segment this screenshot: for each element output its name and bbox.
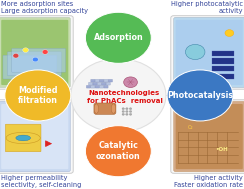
FancyBboxPatch shape [108, 79, 112, 82]
Text: •OH: •OH [215, 147, 227, 152]
FancyBboxPatch shape [0, 16, 73, 89]
Circle shape [85, 12, 151, 63]
Text: Adsorption: Adsorption [93, 33, 143, 42]
Circle shape [126, 108, 128, 110]
FancyBboxPatch shape [91, 79, 95, 82]
Text: Modified
filtration: Modified filtration [18, 86, 58, 105]
FancyBboxPatch shape [174, 17, 244, 88]
Circle shape [32, 57, 38, 62]
Circle shape [13, 53, 19, 58]
FancyBboxPatch shape [0, 17, 70, 88]
Text: Higher photocatalytic
activity: Higher photocatalytic activity [171, 1, 243, 14]
Text: O₂: O₂ [188, 125, 193, 129]
Ellipse shape [94, 104, 99, 113]
Ellipse shape [6, 132, 40, 144]
FancyBboxPatch shape [89, 82, 93, 85]
FancyBboxPatch shape [1, 104, 68, 169]
FancyBboxPatch shape [94, 103, 116, 114]
Circle shape [225, 30, 234, 36]
FancyBboxPatch shape [100, 79, 104, 82]
Circle shape [5, 70, 71, 121]
FancyBboxPatch shape [3, 55, 57, 79]
FancyBboxPatch shape [212, 66, 234, 71]
FancyBboxPatch shape [171, 16, 244, 89]
FancyBboxPatch shape [91, 85, 95, 88]
FancyBboxPatch shape [97, 82, 102, 85]
FancyBboxPatch shape [104, 85, 108, 88]
Text: Nanotechnologies
for PhACs  removal: Nanotechnologies for PhACs removal [87, 91, 162, 104]
Circle shape [126, 111, 128, 112]
FancyBboxPatch shape [102, 82, 106, 85]
Circle shape [42, 50, 48, 54]
FancyBboxPatch shape [212, 51, 234, 56]
FancyBboxPatch shape [5, 124, 41, 152]
FancyBboxPatch shape [176, 20, 243, 85]
FancyBboxPatch shape [1, 20, 68, 85]
Text: Higher activity
Faster oxidation rate: Higher activity Faster oxidation rate [174, 175, 243, 188]
Circle shape [122, 111, 124, 112]
FancyBboxPatch shape [171, 100, 244, 173]
FancyBboxPatch shape [106, 82, 110, 85]
FancyBboxPatch shape [86, 85, 91, 88]
Circle shape [167, 70, 233, 121]
Text: Photocatalysis: Photocatalysis [167, 91, 233, 100]
FancyBboxPatch shape [0, 101, 70, 172]
FancyBboxPatch shape [95, 79, 99, 82]
Text: Higher permeability
selectivity, self-cleaning: Higher permeability selectivity, self-cl… [1, 175, 81, 188]
Circle shape [124, 77, 137, 88]
FancyBboxPatch shape [100, 85, 104, 88]
Circle shape [122, 113, 124, 115]
FancyBboxPatch shape [212, 58, 234, 64]
Text: More adsorption sites
Large adsorption capacity: More adsorption sites Large adsorption c… [1, 1, 88, 14]
Circle shape [71, 59, 166, 132]
FancyBboxPatch shape [104, 79, 108, 82]
FancyBboxPatch shape [95, 85, 99, 88]
FancyBboxPatch shape [176, 104, 243, 169]
FancyBboxPatch shape [174, 101, 244, 172]
Circle shape [23, 48, 29, 52]
Circle shape [129, 113, 132, 115]
Ellipse shape [185, 44, 205, 60]
Text: Catalytic
ozonation: Catalytic ozonation [96, 142, 141, 161]
Ellipse shape [16, 135, 30, 141]
Circle shape [129, 108, 132, 110]
Circle shape [129, 111, 132, 112]
FancyBboxPatch shape [212, 74, 234, 79]
FancyBboxPatch shape [12, 48, 66, 72]
FancyBboxPatch shape [7, 52, 61, 76]
Ellipse shape [111, 104, 116, 113]
FancyBboxPatch shape [93, 82, 97, 85]
FancyBboxPatch shape [0, 100, 73, 173]
Circle shape [85, 126, 151, 177]
Circle shape [122, 108, 124, 110]
Circle shape [126, 113, 128, 115]
